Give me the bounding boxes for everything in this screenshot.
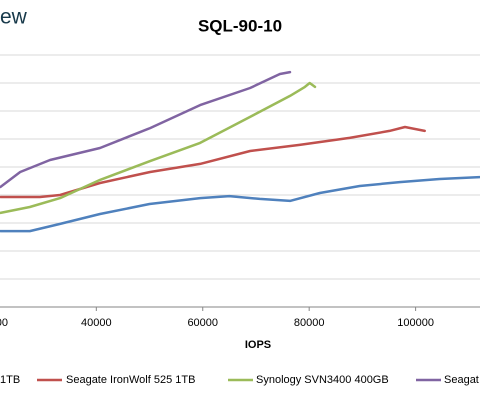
x-tick-label: 80000 bbox=[294, 317, 325, 329]
series-line bbox=[0, 175, 480, 233]
x-axis-label: IOPS bbox=[245, 339, 271, 351]
chart-title: SQL-90-10 bbox=[198, 16, 282, 35]
series-line bbox=[0, 70, 292, 189]
x-tick-label: 100000 bbox=[397, 317, 434, 329]
legend-label: Synology SVN3400 400GB bbox=[256, 374, 389, 386]
logo: ew bbox=[0, 6, 28, 29]
legend-label: Seagate IronWolf 525 1TB bbox=[66, 374, 195, 386]
series-line bbox=[0, 125, 426, 199]
series-line bbox=[0, 81, 317, 215]
x-tick-label: 60000 bbox=[187, 317, 218, 329]
legend-label: Seagat bbox=[444, 374, 479, 386]
x-tick-label: 00 bbox=[0, 317, 8, 329]
x-tick-label: 40000 bbox=[81, 317, 112, 329]
legend-label: 1TB bbox=[0, 374, 20, 386]
